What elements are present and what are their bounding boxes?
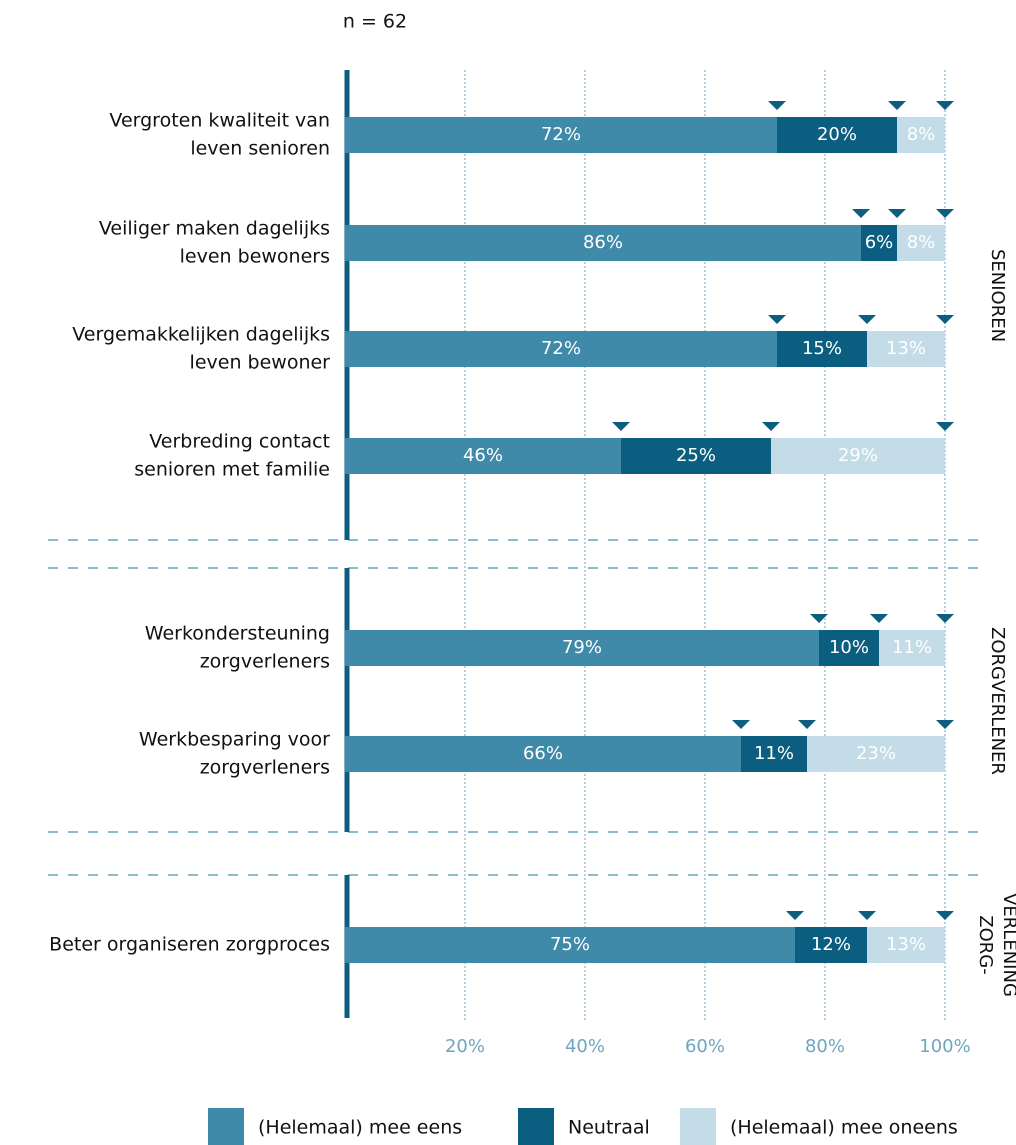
bar-segment: [345, 117, 777, 153]
x-tick-label: 100%: [919, 1036, 970, 1057]
bar-segment: [867, 927, 945, 963]
bar-segment: [795, 927, 867, 963]
segment-end-marker: [858, 911, 876, 920]
value-label: 66%: [523, 743, 563, 764]
segment-end-marker: [936, 315, 954, 324]
bar-segment: [897, 225, 945, 261]
value-label: 79%: [562, 637, 602, 658]
legend-label: (Helemaal) mee eens: [258, 1117, 462, 1139]
bar-segment: [867, 331, 945, 367]
segment-end-marker: [612, 422, 630, 431]
bar-segment: [345, 438, 621, 474]
x-tick-label: 80%: [805, 1036, 845, 1057]
value-label: 15%: [802, 338, 842, 359]
value-label: 72%: [541, 124, 581, 145]
value-label: 13%: [886, 934, 926, 955]
value-label: 10%: [829, 637, 869, 658]
bar-segment: [819, 630, 879, 666]
category-label: Verbreding contact: [149, 431, 330, 453]
value-label: 86%: [583, 232, 623, 253]
segment-end-marker: [888, 209, 906, 218]
group-label: ZORG-: [975, 915, 996, 974]
category-label: Werkondersteuning: [145, 623, 330, 645]
bar-segment: [777, 117, 897, 153]
bar-segment: [861, 225, 897, 261]
value-label: 8%: [907, 232, 936, 253]
segment-end-marker: [936, 614, 954, 623]
bar-segment: [345, 927, 795, 963]
bar-segment: [879, 630, 945, 666]
segment-end-marker: [870, 614, 888, 623]
category-label: leven senioren: [190, 138, 330, 160]
value-label: 8%: [907, 124, 936, 145]
legend-label: (Helemaal) mee oneens: [730, 1117, 958, 1139]
segment-end-marker: [936, 422, 954, 431]
value-label: 13%: [886, 338, 926, 359]
group-label: VERLENING: [999, 893, 1016, 997]
category-label: senioren met familie: [134, 459, 330, 481]
value-label: 72%: [541, 338, 581, 359]
bar-segment: [897, 117, 945, 153]
bar-segment: [777, 331, 867, 367]
value-label: 11%: [892, 637, 932, 658]
value-label: 29%: [838, 445, 878, 466]
bar-segment: [807, 736, 945, 772]
segment-end-marker: [936, 101, 954, 110]
segment-end-marker: [786, 911, 804, 920]
segment-end-marker: [762, 422, 780, 431]
x-tick-label: 20%: [445, 1036, 485, 1057]
value-label: 25%: [676, 445, 716, 466]
value-label: 6%: [865, 232, 894, 253]
segment-end-marker: [768, 101, 786, 110]
category-label: zorgverleners: [200, 757, 330, 779]
segment-end-marker: [810, 614, 828, 623]
segment-end-marker: [936, 911, 954, 920]
segment-end-marker: [936, 209, 954, 218]
legend-label: Neutraal: [568, 1117, 650, 1139]
segment-end-marker: [732, 720, 750, 729]
segment-end-marker: [858, 315, 876, 324]
segment-end-marker: [888, 101, 906, 110]
value-label: 23%: [856, 743, 896, 764]
segment-end-marker: [768, 315, 786, 324]
value-label: 75%: [550, 934, 590, 955]
value-label: 12%: [811, 934, 851, 955]
bar-segment: [771, 438, 945, 474]
category-label: leven bewoners: [180, 246, 330, 268]
category-label: Werkbesparing voor: [139, 729, 330, 751]
category-label: zorgverleners: [200, 651, 330, 673]
x-tick-label: 60%: [685, 1036, 725, 1057]
bar-segment: [345, 736, 741, 772]
bar-segment: [621, 438, 771, 474]
bar-segment: [345, 630, 819, 666]
value-label: 20%: [817, 124, 857, 145]
category-label: Vergemakkelijken dagelijks: [72, 324, 330, 346]
segment-end-marker: [936, 720, 954, 729]
chart-subtitle: n = 62: [343, 11, 407, 33]
legend-swatch: [208, 1108, 244, 1145]
group-label: SENIOREN: [987, 249, 1008, 342]
value-label: 11%: [754, 743, 794, 764]
segment-end-marker: [798, 720, 816, 729]
bar-segment: [345, 225, 861, 261]
category-label: leven bewoner: [190, 352, 331, 374]
legend-swatch: [518, 1108, 554, 1145]
x-tick-label: 40%: [565, 1036, 605, 1057]
bar-segment: [345, 331, 777, 367]
value-label: 46%: [463, 445, 503, 466]
segment-end-marker: [852, 209, 870, 218]
category-label: Veiliger maken dagelijks: [99, 218, 330, 240]
category-label: Vergroten kwaliteit van: [109, 110, 330, 132]
group-label: ZORGVERLENER: [987, 627, 1008, 775]
category-label: Beter organiseren zorgproces: [49, 934, 330, 956]
bar-segment: [741, 736, 807, 772]
legend-swatch: [680, 1108, 716, 1145]
